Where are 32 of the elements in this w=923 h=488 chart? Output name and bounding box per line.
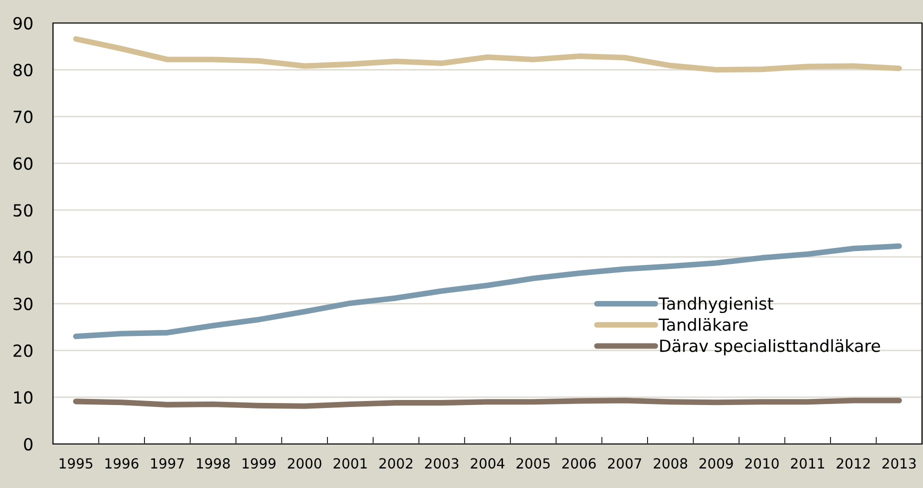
y-tick-label: 20 xyxy=(14,344,32,358)
x-tick-label: 2001 xyxy=(334,458,367,469)
x-tick-label: 2000 xyxy=(288,458,322,469)
y-tick-label: 80 xyxy=(13,64,32,76)
x-tick-label: 1995 xyxy=(60,458,92,469)
x-tick-label: 2006 xyxy=(562,458,596,469)
y-tick-label: 70 xyxy=(14,110,32,124)
x-tick-label: 2012 xyxy=(836,458,870,469)
x-tick-label: 1997 xyxy=(151,458,184,469)
y-tick-label: 0 xyxy=(24,438,32,451)
x-tick-label: 2003 xyxy=(425,458,458,469)
x-tick-label: 2004 xyxy=(470,458,504,469)
x-tick-label: 1999 xyxy=(242,458,276,469)
x-tick-label: 2013 xyxy=(882,458,916,469)
y-tick-label: 30 xyxy=(14,298,32,310)
x-tick-label: 2002 xyxy=(379,458,412,469)
x-tick-label: 1998 xyxy=(196,458,230,469)
x-tick-label: 1996 xyxy=(105,458,138,469)
x-tick-label: 2007 xyxy=(608,458,642,469)
x-tick-label: 2008 xyxy=(654,458,688,469)
y-tick-label: 40 xyxy=(13,250,32,264)
y-tick-label: 90 xyxy=(13,16,32,30)
x-tick-label: 2010 xyxy=(745,458,779,469)
legend-label: Därav specialisttandläkare xyxy=(660,339,880,356)
x-tick-label: 2009 xyxy=(700,458,733,469)
x-tick-label: 2011 xyxy=(791,458,824,469)
y-tick-label: 60 xyxy=(14,157,32,170)
y-tick-label: 10 xyxy=(14,391,32,404)
legend-label: Tandläkare xyxy=(658,318,748,331)
x-tick-label: 2005 xyxy=(516,458,550,469)
legend-label: Tandhygienist xyxy=(658,296,774,314)
y-tick-label: 50 xyxy=(14,204,32,217)
